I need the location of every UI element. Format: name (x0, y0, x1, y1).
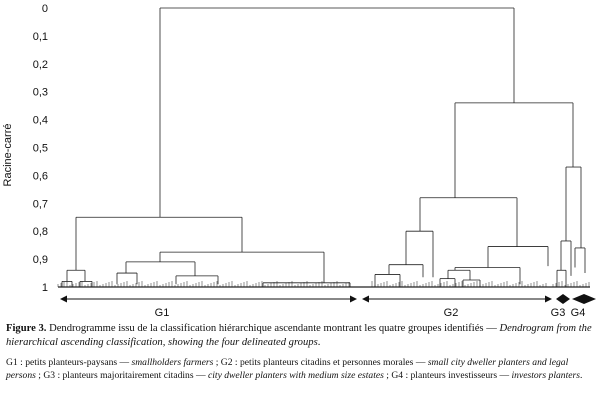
y-tick-label: 0,2 (33, 59, 48, 71)
group-arrow-g1-head-left (60, 295, 67, 303)
legend-g4: ; G4 : planteurs investisseurs — (383, 370, 512, 381)
group-label-g4: G4 (571, 307, 586, 318)
group-arrow-g4 (572, 294, 596, 304)
caption-french: Dendrogramme issu de la classification h… (46, 323, 500, 334)
legend-g2: ; G2 : petits planteurs citadins et pers… (213, 357, 428, 368)
dendrogram-tree (57, 7, 590, 288)
y-tick-label: 0,3 (33, 87, 48, 99)
legend-g2-en: small city dweller planters and legal pe… (6, 357, 569, 381)
legend-g3-en: city dweller planters with medium size e… (207, 370, 384, 381)
y-tick-label: 0,6 (33, 170, 48, 182)
legend-end: . (580, 370, 583, 381)
y-axis-ticks: 0 0,1 0,2 0,3 0,4 0,5 0,6 0,7 0,8 0,9 1 (33, 3, 48, 294)
caption-end: . (317, 337, 321, 348)
y-tick-label: 0,5 (33, 143, 48, 155)
y-tick-label: 0,8 (33, 226, 48, 238)
group-label-g3: G3 (551, 307, 566, 318)
legend-g1-en: smallholders farmers (131, 357, 214, 368)
y-tick-label: 1 (42, 282, 48, 294)
figure-number: Figure 3. (6, 323, 47, 334)
y-tick-label: 0,1 (33, 31, 48, 43)
legend-g1: G1 : petits planteurs-paysans — (6, 357, 132, 368)
legend-g4-en: investors planters (511, 370, 581, 381)
group-arrow-g2-head-right (545, 295, 552, 303)
figure-caption: Figure 3. Dendrogramme issu de la classi… (6, 322, 596, 350)
y-tick-label: 0 (42, 3, 48, 15)
y-tick-label: 0,4 (33, 115, 48, 127)
group-arrows (60, 294, 596, 304)
legend-g3: ; G3 : planteurs majoritairement citadin… (35, 370, 208, 381)
group-arrow-g3 (556, 294, 570, 304)
group-label-g2: G2 (444, 307, 459, 318)
y-axis-label: Racine-carré (2, 124, 14, 187)
y-tick-label: 0,7 (33, 198, 48, 210)
group-labels: G1 G2 G3 G4 (155, 307, 586, 318)
group-arrow-g1-head-right (350, 295, 357, 303)
group-arrow-g2-head-left (362, 295, 369, 303)
caption-english: Dendrogram from the hierarchical ascendi… (6, 323, 592, 348)
group-legend: G1 : petits planteurs-paysans — smallhol… (6, 356, 596, 382)
y-tick-label: 0,9 (33, 254, 48, 266)
group-label-g1: G1 (155, 307, 170, 318)
dendrogram-figure: Racine-carré 0 0,1 0,2 0,3 0,4 0,5 0,6 0,7 0,8 0,… (2, 3, 596, 318)
